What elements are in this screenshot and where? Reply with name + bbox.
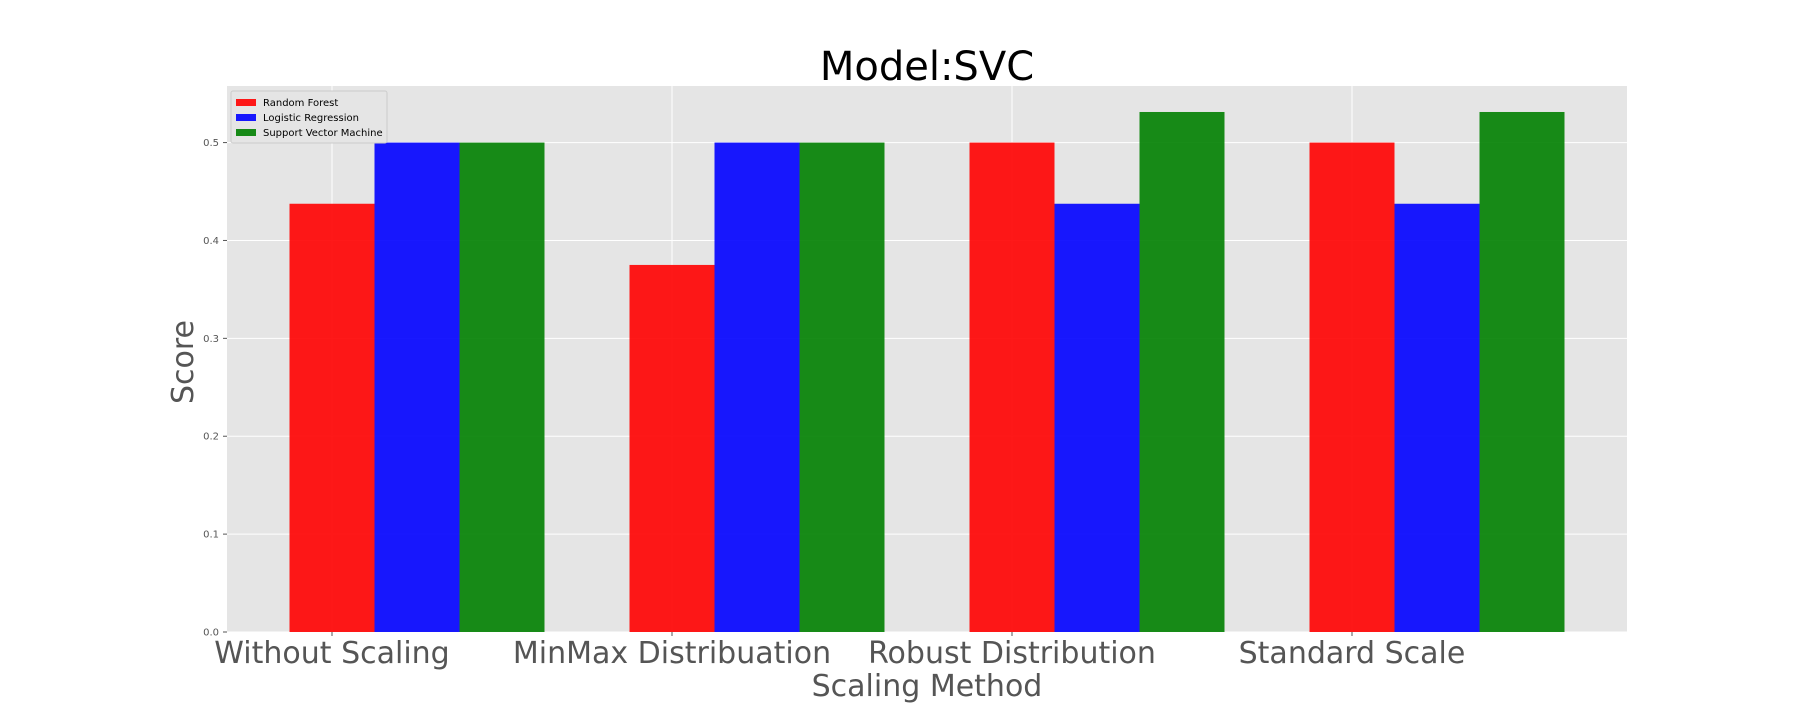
y-axis-ticks: 0.0 0.1 0.2 0.3 0.4 0.5 (203, 138, 227, 639)
bar (714, 142, 800, 632)
y-tick-label: 0.5 (203, 138, 219, 149)
y-tick-label: 0.2 (203, 432, 219, 443)
legend-label: Support Vector Machine (263, 128, 383, 139)
legend-label: Logistic Regression (263, 113, 359, 124)
x-tick-label: MinMax Distribuation (513, 636, 831, 671)
bar (289, 203, 375, 632)
legend-swatch (236, 114, 256, 121)
chart-title: Model:SVC (820, 44, 1034, 90)
bar (374, 142, 460, 632)
legend-box (230, 90, 388, 144)
y-tick-label: 0.1 (203, 530, 219, 541)
bar (629, 264, 715, 632)
y-tick-label: 0.3 (203, 334, 219, 345)
bar (1309, 142, 1395, 632)
bar (459, 142, 545, 632)
bars (289, 111, 1565, 633)
bar (1139, 111, 1225, 633)
legend: Random Forest Logistic Regression Support … (230, 90, 388, 144)
x-tick-label: Robust Distribution (868, 636, 1156, 671)
x-axis-label: Scaling Method (812, 669, 1043, 704)
legend-label: Random Forest (263, 98, 338, 109)
y-tick-label: 0.0 (203, 628, 219, 639)
bar (969, 142, 1055, 632)
bar (799, 142, 885, 632)
y-axis-label: Score (166, 320, 201, 404)
legend-swatch (236, 129, 256, 136)
x-tick-label: Without Scaling (214, 636, 449, 671)
bar (1054, 203, 1140, 632)
x-axis-ticks: Without Scaling MinMax Distribuation Robus… (214, 632, 1465, 671)
x-tick-label: Standard Scale (1239, 636, 1466, 671)
legend-swatch (236, 99, 256, 106)
y-tick-label: 0.4 (203, 236, 219, 247)
bar (1394, 203, 1480, 632)
bar (1479, 111, 1565, 633)
